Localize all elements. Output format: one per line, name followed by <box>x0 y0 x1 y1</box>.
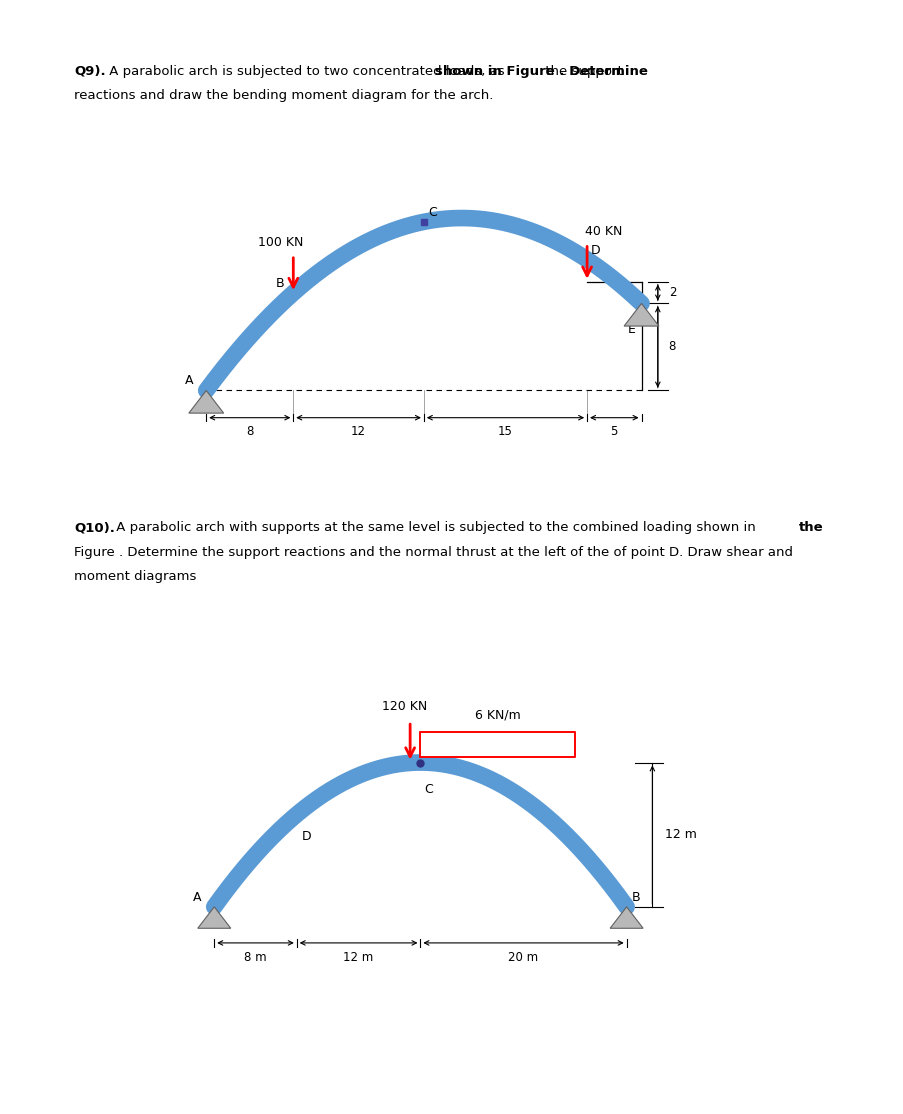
Text: 8: 8 <box>246 426 253 438</box>
Text: 5: 5 <box>610 426 618 438</box>
Text: D: D <box>302 830 312 843</box>
Polygon shape <box>198 907 230 928</box>
Text: C: C <box>428 206 436 218</box>
Text: moment diagrams: moment diagrams <box>74 570 196 584</box>
Text: C: C <box>424 783 433 797</box>
Text: 100 KN: 100 KN <box>257 236 303 250</box>
Text: 15: 15 <box>498 426 512 438</box>
Bar <box>420 732 574 758</box>
Text: 20 m: 20 m <box>507 951 538 964</box>
Text: 12 m: 12 m <box>343 951 373 964</box>
Text: 40 KN: 40 KN <box>584 225 621 238</box>
Text: E: E <box>628 323 636 336</box>
Polygon shape <box>610 907 642 928</box>
Text: Q10).: Q10). <box>74 521 115 535</box>
Text: 8: 8 <box>668 341 675 353</box>
Text: Figure . Determine the support reactions and the normal thrust at the left of th: Figure . Determine the support reactions… <box>74 546 792 559</box>
Text: A parabolic arch is subjected to two concentrated loads, as: A parabolic arch is subjected to two con… <box>105 65 508 78</box>
Text: Q9).: Q9). <box>74 65 106 78</box>
Text: the support: the support <box>541 65 622 78</box>
Text: 2: 2 <box>668 286 675 299</box>
Text: A parabolic arch with supports at the same level is subjected to the combined lo: A parabolic arch with supports at the sa… <box>112 521 759 535</box>
Text: 6 KN/m: 6 KN/m <box>474 709 520 721</box>
Text: 12: 12 <box>350 426 366 438</box>
Text: shown in Figure . Dеtermine: shown in Figure . Dеtermine <box>434 65 647 78</box>
Polygon shape <box>623 303 658 326</box>
Text: reactions and draw the bending moment diagram for the arch.: reactions and draw the bending moment di… <box>74 89 493 102</box>
Text: 120 KN: 120 KN <box>382 700 427 713</box>
Text: B: B <box>275 276 284 290</box>
Text: A: A <box>193 891 201 903</box>
Text: the: the <box>798 521 823 535</box>
Polygon shape <box>189 391 223 413</box>
Text: A: A <box>184 374 193 388</box>
Text: D: D <box>590 244 600 257</box>
Text: 8 m: 8 m <box>244 951 266 964</box>
Text: 12 m: 12 m <box>664 828 696 841</box>
Text: B: B <box>631 891 639 903</box>
